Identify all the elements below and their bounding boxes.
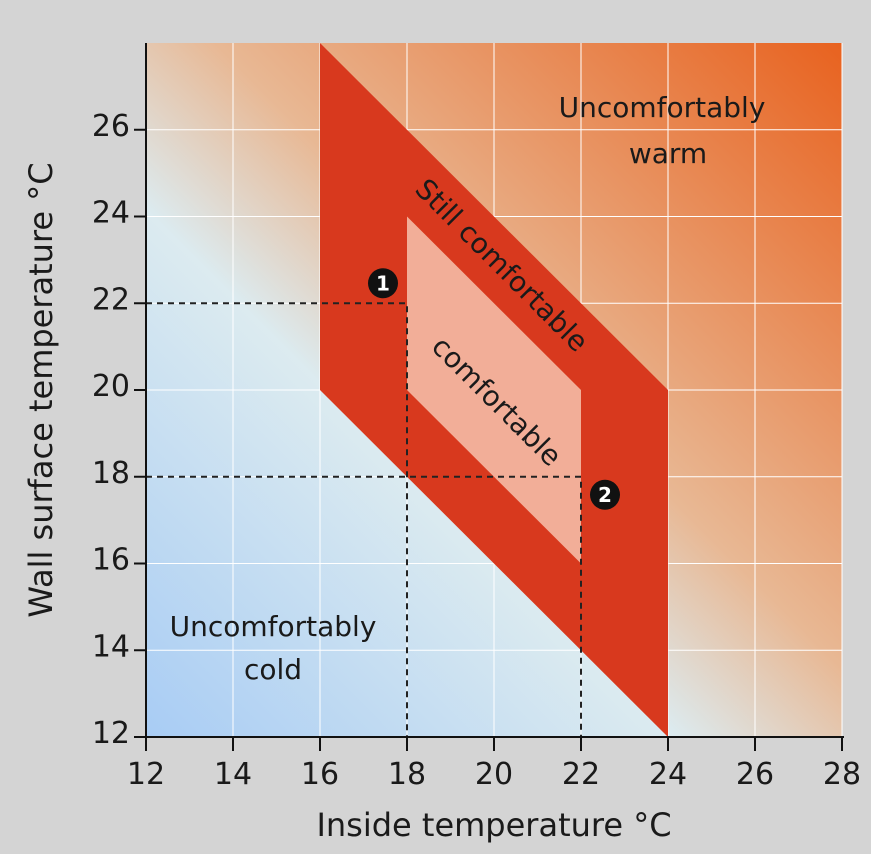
x-tick-label: 22 xyxy=(562,757,600,792)
marker-label-1: 1 xyxy=(376,271,390,295)
y-tick-label: 20 xyxy=(92,369,130,404)
y-tick-label: 14 xyxy=(92,629,130,664)
zone-label-warm-2: warm xyxy=(629,137,707,170)
y-tick-label: 18 xyxy=(92,456,130,491)
y-tick-label: 26 xyxy=(92,109,130,144)
x-tick-label: 18 xyxy=(388,757,426,792)
guide-lines xyxy=(146,302,582,737)
y-tick-label: 16 xyxy=(92,543,130,578)
guide-line-2 xyxy=(146,475,582,737)
guide-line-1 xyxy=(146,302,408,737)
zone-label-warm-1: Uncomfortably xyxy=(559,91,766,124)
y-tick-label: 12 xyxy=(92,716,130,751)
y-tick-labels: 12 14 16 18 20 22 24 26 xyxy=(92,109,146,751)
x-tick-label: 24 xyxy=(649,757,687,792)
marker-1 xyxy=(368,268,398,299)
y-tick-label: 24 xyxy=(92,196,130,231)
zone-label-cold-2: cold xyxy=(244,653,302,686)
x-tick-labels: 12 14 16 18 20 22 24 26 28 xyxy=(127,737,861,792)
x-tick-label: 12 xyxy=(127,757,165,792)
x-tick-label: 28 xyxy=(823,757,861,792)
zone-label-cold-1: Uncomfortably xyxy=(170,610,377,643)
markers: 12 xyxy=(368,268,620,510)
x-tick-label: 16 xyxy=(301,757,339,792)
y-tick-label: 22 xyxy=(92,282,130,317)
x-axis-label: Inside temperature °C xyxy=(316,806,671,844)
x-tick-label: 20 xyxy=(475,757,513,792)
marker-2 xyxy=(590,479,620,510)
y-axis-label: Wall surface temperature °C xyxy=(22,162,60,617)
x-tick-label: 14 xyxy=(214,757,252,792)
region-comfortable xyxy=(407,216,581,564)
marker-label-2: 2 xyxy=(598,483,612,507)
x-tick-label: 26 xyxy=(736,757,774,792)
